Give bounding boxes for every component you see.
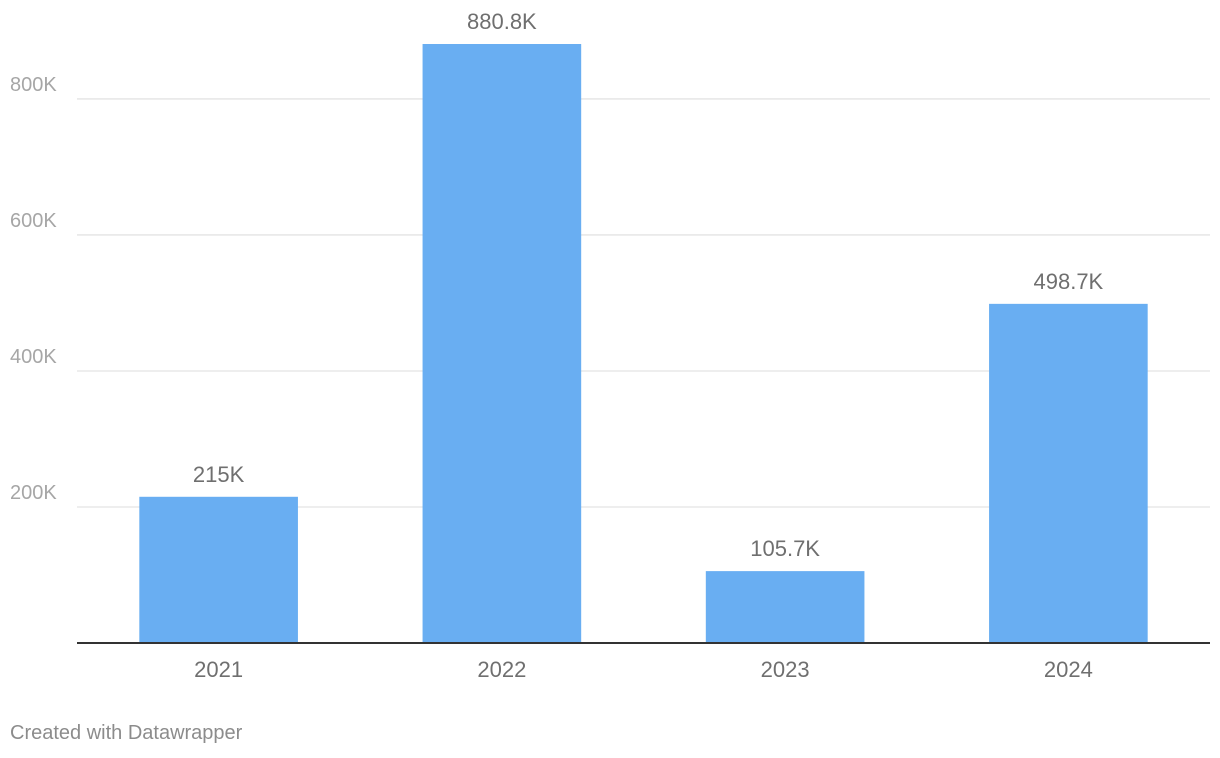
x-tick-label: 2021 — [194, 657, 243, 682]
bar — [139, 496, 298, 643]
bar — [705, 571, 865, 643]
y-tick-label: 800K — [10, 74, 57, 96]
y-tick-label: 600K — [10, 210, 57, 232]
bar — [989, 303, 1148, 643]
value-label: 498.7K — [1034, 269, 1104, 294]
value-label: 215K — [193, 462, 245, 487]
y-tick-label: 400K — [10, 346, 57, 368]
credit-text: Created with Datawrapper — [10, 722, 243, 744]
bar-chart: 200K 400K 600K 800K 215K 2021 880.8K 2022 105.7K… — [10, 9, 1210, 682]
x-tick-label: 2023 — [761, 657, 810, 682]
bar — [422, 44, 582, 643]
value-label: 105.7K — [750, 536, 820, 561]
chart-svg: 200K 400K 600K 800K 215K 2021 880.8K 2022 105.7K… — [10, 9, 1210, 682]
x-tick-label: 2022 — [477, 657, 526, 682]
value-label: 880.8K — [467, 9, 537, 34]
y-tick-label: 200K — [10, 482, 57, 504]
x-tick-label: 2024 — [1044, 657, 1093, 682]
